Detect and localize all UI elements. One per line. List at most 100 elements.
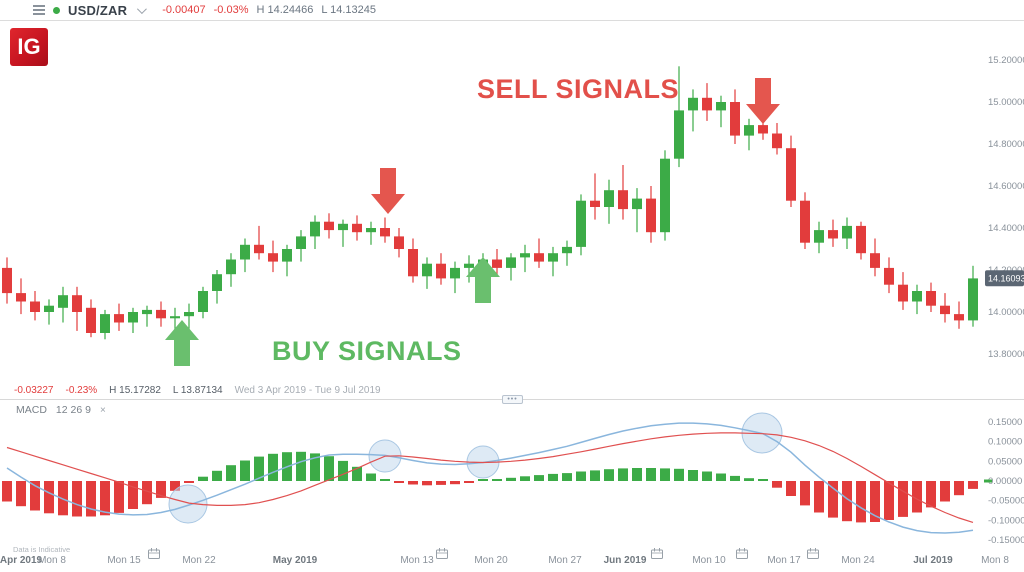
macd-histogram-bar — [240, 460, 250, 481]
candle-body — [856, 225, 866, 254]
candle-body — [408, 249, 418, 277]
time-axis-label: Jul 2019 — [913, 555, 953, 566]
candle-body — [44, 305, 54, 312]
price-axis-label: 14.00000 — [988, 307, 1024, 318]
macd-histogram-bar — [100, 481, 110, 516]
daily-high: H 14.24466 — [256, 4, 314, 16]
calendar-event-icon[interactable] — [736, 548, 748, 559]
macd-histogram-bar — [184, 481, 194, 483]
candle-body — [660, 158, 670, 233]
candle-body — [646, 198, 656, 233]
candle-body — [814, 230, 824, 243]
candle-body — [674, 110, 684, 159]
candle-body — [310, 221, 320, 237]
macd-histogram-bar — [310, 453, 320, 481]
sell-signals-annotation: SELL SIGNALS — [477, 74, 680, 104]
price-axis-label: 15.20000 — [988, 55, 1024, 66]
macd-close-icon[interactable]: × — [99, 404, 106, 416]
macd-histogram-bar — [940, 481, 950, 502]
macd-axis-label: -0.10000 — [988, 515, 1024, 526]
candle-body — [324, 221, 334, 231]
candle-body — [800, 200, 810, 243]
macd-histogram-bar — [912, 481, 922, 513]
macd-histogram-bar — [898, 481, 908, 517]
macd-histogram-bar — [30, 481, 40, 511]
candle-body — [828, 230, 838, 239]
candle-body — [968, 278, 978, 321]
macd-histogram-bar — [758, 479, 768, 481]
ig-logo[interactable]: IG — [10, 28, 48, 66]
range-high: H 15.17282 — [109, 385, 161, 396]
candle-body — [464, 263, 474, 268]
menu-icon[interactable] — [33, 5, 45, 15]
calendar-event-icon[interactable] — [436, 548, 448, 559]
candle-body — [156, 309, 166, 319]
range-status-bar: -0.03227 -0.23% H 15.17282 L 13.87134 We… — [14, 385, 381, 396]
macd-axis-label: -0.15000 — [988, 535, 1024, 546]
time-axis-label: Mon 20 — [474, 555, 508, 566]
candle-body — [226, 259, 236, 275]
macd-axis-label: -0.05000 — [988, 496, 1024, 507]
time-axis-label: May 2019 — [273, 555, 318, 566]
candle-body — [534, 253, 544, 262]
macd-histogram-bar — [646, 468, 656, 481]
macd-header: MACD 12 26 9 × — [16, 404, 106, 416]
price-axis-label: 14.80000 — [988, 139, 1024, 150]
candle-body — [394, 236, 404, 249]
candle-body — [548, 253, 558, 262]
candle-body — [296, 236, 306, 249]
candle-body — [184, 312, 194, 317]
signal-line — [6, 432, 974, 523]
candlestick-series — [2, 66, 978, 340]
macd-histogram-bar — [548, 473, 558, 481]
calendar-event-icon[interactable] — [807, 548, 819, 559]
candle-body — [114, 314, 124, 323]
candle-body — [86, 307, 96, 333]
data-indicative-note: Data is Indicative — [13, 545, 71, 554]
macd-histogram-bar — [436, 481, 446, 485]
candle-body — [506, 257, 516, 268]
candle-body — [422, 263, 432, 277]
macd-histogram-bar — [576, 471, 586, 481]
macd-histogram-bar — [44, 481, 54, 514]
time-axis-label: Mon 27 — [548, 555, 582, 566]
candle-body — [576, 200, 586, 247]
sell-signal-arrow — [371, 168, 405, 214]
macd-histogram-bar — [226, 465, 236, 481]
time-axis-label: Mon 10 — [692, 555, 726, 566]
market-open-dot-icon — [53, 6, 60, 14]
macd-histogram-bar — [394, 481, 404, 483]
macd-axis-label: 0.15000 — [988, 417, 1022, 428]
macd-histogram-bar — [212, 470, 222, 481]
calendar-event-icon[interactable] — [651, 548, 663, 559]
candle-body — [758, 125, 768, 134]
candle-body — [632, 198, 642, 210]
range-change: -0.03227 — [14, 385, 54, 396]
candle-body — [492, 259, 502, 268]
price-axis-label: 14.40000 — [988, 223, 1024, 234]
candle-body — [520, 253, 530, 258]
macd-histogram-bar — [884, 481, 894, 520]
crossover-highlight-circle — [168, 484, 208, 524]
candle-body — [128, 312, 138, 323]
calendar-event-icon[interactable] — [148, 548, 160, 559]
panel-resize-handle[interactable]: ••• — [502, 395, 523, 404]
macd-histogram-bar — [142, 481, 152, 505]
macd-histogram-bar — [156, 481, 166, 498]
macd-histogram-bar — [814, 481, 824, 513]
candle-body — [604, 190, 614, 207]
daily-low: L 14.13245 — [321, 4, 377, 16]
daily-change-percent: -0.03% — [213, 4, 249, 16]
macd-histogram-bar — [198, 476, 208, 481]
macd-histogram-bar — [380, 479, 390, 481]
macd-histogram-bar — [268, 453, 278, 481]
date-range: Wed 3 Apr 2019 - Tue 9 Jul 2019 — [234, 385, 381, 396]
macd-histogram-bar — [16, 481, 26, 507]
current-price-tag-box — [985, 270, 1024, 287]
chevron-down-icon[interactable] — [137, 3, 148, 14]
macd-histogram-bar — [114, 481, 124, 513]
time-axis-label: Apr 2019 — [0, 555, 43, 566]
price-axis-label: 15.00000 — [988, 97, 1024, 108]
